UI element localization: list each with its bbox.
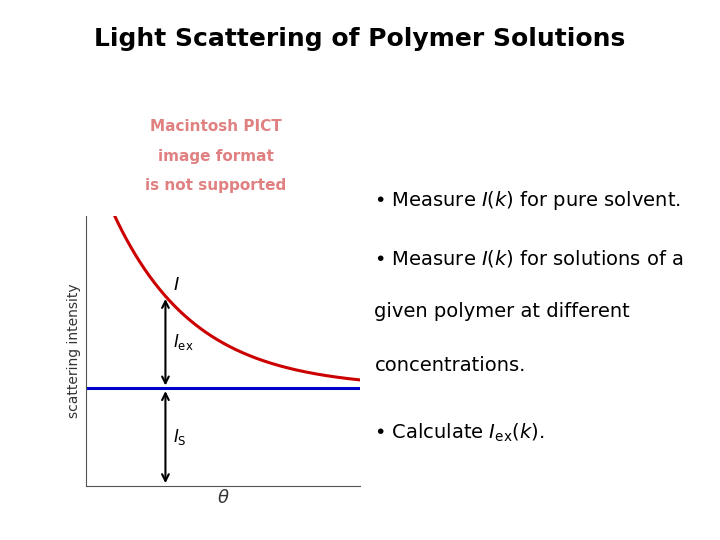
Text: $I_\mathrm{S}$: $I_\mathrm{S}$ — [173, 427, 186, 447]
Text: $I_\mathrm{ex}$: $I_\mathrm{ex}$ — [173, 332, 193, 352]
Text: $I$: $I$ — [173, 275, 179, 294]
Text: image format: image format — [158, 148, 274, 164]
X-axis label: $\theta$: $\theta$ — [217, 489, 230, 507]
Text: • Calculate $I_\mathrm{ex}$($k$).: • Calculate $I_\mathrm{ex}$($k$). — [374, 421, 545, 443]
Text: concentrations.: concentrations. — [374, 356, 526, 375]
Text: is not supported: is not supported — [145, 178, 287, 193]
Text: • Measure $I$($k$) for pure solvent.: • Measure $I$($k$) for pure solvent. — [374, 189, 681, 212]
Text: given polymer at different: given polymer at different — [374, 302, 630, 321]
Text: Macintosh PICT: Macintosh PICT — [150, 119, 282, 134]
Y-axis label: scattering intensity: scattering intensity — [67, 284, 81, 418]
Text: Light Scattering of Polymer Solutions: Light Scattering of Polymer Solutions — [94, 27, 626, 51]
Text: • Measure $I$($k$) for solutions of a: • Measure $I$($k$) for solutions of a — [374, 248, 684, 269]
